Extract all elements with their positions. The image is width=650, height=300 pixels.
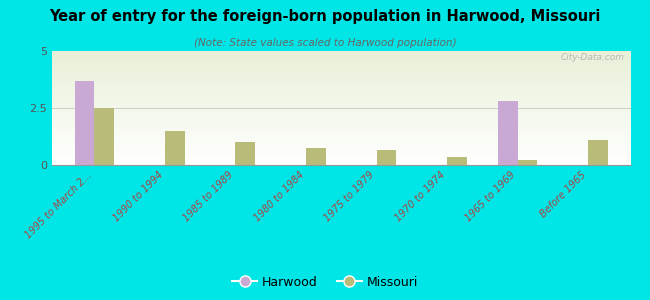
Bar (447, 157, 467, 165)
Bar (165, 131, 185, 165)
Text: (Note: State values scaled to Harwood population): (Note: State values scaled to Harwood po… (194, 38, 456, 47)
Bar (376, 150, 396, 165)
Bar (235, 142, 255, 165)
Text: City-Data.com: City-Data.com (561, 53, 625, 62)
Bar (306, 148, 326, 165)
Bar (94, 108, 114, 165)
Bar (588, 140, 608, 165)
Bar (517, 160, 538, 165)
Legend: Harwood, Missouri: Harwood, Missouri (227, 271, 423, 294)
Bar (75, 81, 94, 165)
Text: Year of entry for the foreign-born population in Harwood, Missouri: Year of entry for the foreign-born popul… (49, 9, 601, 24)
Bar (498, 101, 517, 165)
